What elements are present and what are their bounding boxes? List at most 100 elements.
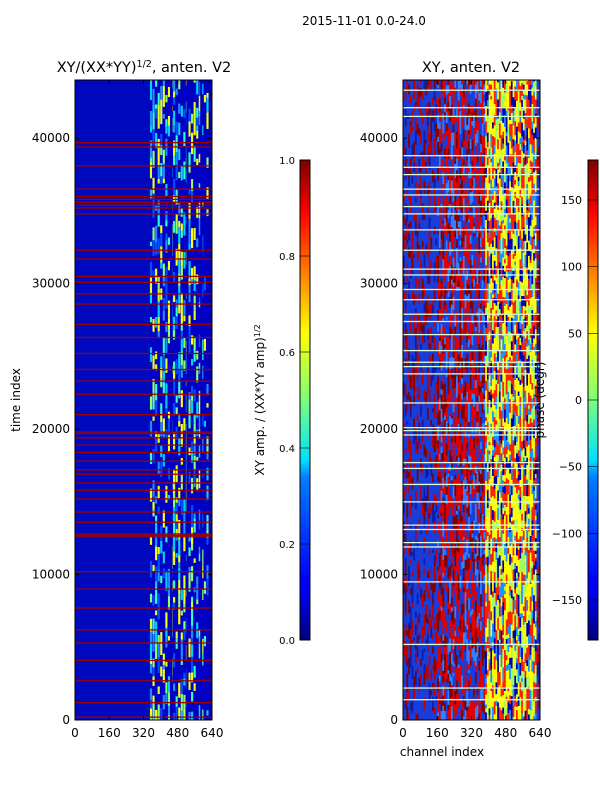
amplitude-cell [162, 225, 165, 238]
phase-cell [408, 458, 411, 462]
amplitude-cell [206, 92, 209, 98]
phase-cell [468, 253, 471, 258]
phase-cell [459, 95, 462, 100]
phase-cell [447, 205, 450, 210]
phase-cell [444, 699, 447, 703]
amplitude-cell [193, 190, 196, 207]
phase-cell [421, 260, 424, 273]
phase-cell [454, 530, 457, 539]
amplitude-cell [155, 621, 158, 630]
phase-cell [430, 363, 433, 374]
phase-cell [474, 233, 477, 244]
amplitude-cell [201, 527, 204, 537]
phase-cell [414, 308, 417, 312]
phase-cell [421, 317, 424, 325]
phase-cell [464, 559, 467, 570]
phase-cell [456, 490, 459, 500]
phase-cell [461, 710, 464, 720]
phase-cell [416, 219, 419, 231]
phase-cell [473, 316, 476, 321]
amplitude-cell [206, 500, 209, 515]
phase-cell [418, 446, 421, 453]
amplitude-cell [173, 564, 176, 572]
amplitude-cell [162, 664, 165, 670]
phase-cell [433, 679, 436, 683]
phase-cell [430, 561, 433, 569]
phase-cell [408, 372, 411, 381]
phase-cell [403, 92, 406, 98]
phase-cell [440, 689, 443, 698]
phase-cell [433, 657, 436, 672]
amplitude-cell [198, 400, 201, 415]
phase-cell [426, 219, 429, 234]
amplitude-cell [196, 117, 199, 126]
amplitude-cell [167, 640, 171, 655]
phase-cell [423, 518, 426, 528]
phase-cell [442, 554, 445, 561]
amplitude-cell [160, 268, 163, 282]
amplitude-cell [152, 105, 155, 113]
phase-cell [474, 687, 477, 699]
phase-cell [476, 497, 479, 502]
phase-cell [464, 275, 467, 290]
phase-cell [438, 116, 441, 122]
amplitude-cell [162, 80, 165, 87]
phase-cell [423, 574, 426, 579]
phase-cell [440, 621, 443, 635]
phase-cell [430, 476, 433, 489]
phase-cell [483, 606, 486, 615]
phase-cell [423, 377, 426, 382]
amplitude-cell [173, 648, 176, 654]
amplitude-cell [180, 339, 183, 352]
phase-cell [478, 349, 481, 363]
phase-cell [464, 606, 467, 617]
phase-cell [418, 315, 421, 325]
phase-cell [450, 597, 453, 608]
phase-cell [430, 715, 433, 720]
phase-cell [450, 685, 453, 697]
phase-cell [450, 549, 453, 564]
phase-cell [445, 135, 448, 146]
amplitude-cell [178, 178, 181, 189]
amplitude-cell [178, 243, 181, 259]
phase-cell [471, 215, 474, 221]
amplitude-cell [196, 80, 199, 95]
phase-cell [435, 660, 438, 674]
phase-cell [468, 455, 471, 465]
phase-cell [447, 625, 450, 634]
phase-cell [469, 289, 472, 295]
phase-cell [476, 526, 479, 538]
phase-cell [471, 254, 474, 265]
phase-cell [456, 476, 459, 483]
phase-cell [414, 151, 417, 164]
amplitude-cell [149, 473, 153, 483]
phase-cell [437, 607, 440, 613]
phase-cell [413, 704, 416, 708]
phase-cell [421, 436, 424, 443]
phase-cell [445, 373, 448, 378]
phase-cell [476, 178, 479, 186]
phase-cell [440, 446, 443, 454]
amplitude-cell [206, 307, 209, 320]
amplitude-cell [162, 413, 165, 419]
phase-cell [430, 293, 433, 300]
phase-cell [442, 572, 445, 578]
amplitude-cell [183, 212, 186, 221]
phase-cell [438, 228, 441, 243]
phase-cell [445, 236, 448, 241]
phase-cell [421, 521, 424, 534]
amplitude-cell [201, 549, 204, 566]
phase-cell [418, 355, 421, 365]
phase-cell [445, 304, 448, 313]
phase-cell [413, 548, 416, 561]
amplitude-cell [173, 232, 176, 239]
phase-cell [452, 296, 455, 311]
phase-cell [444, 242, 447, 256]
phase-cell [481, 237, 484, 247]
phase-cell [430, 558, 433, 562]
phase-cell [418, 266, 421, 279]
phase-cell [445, 351, 448, 364]
phase-cell [425, 338, 428, 353]
phase-cell [473, 236, 476, 250]
phase-cell [469, 514, 472, 526]
